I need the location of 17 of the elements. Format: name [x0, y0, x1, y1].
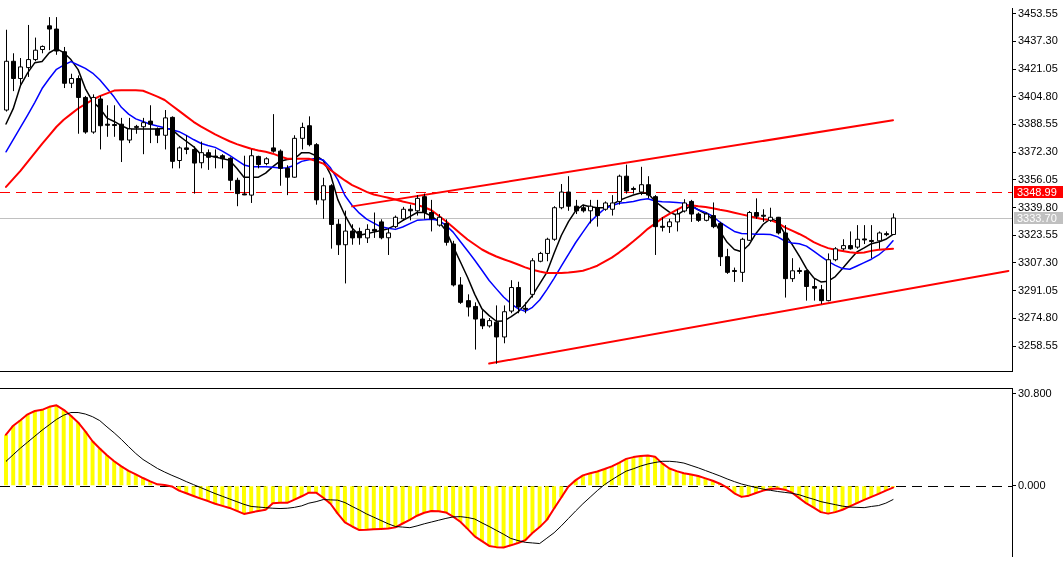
y-tick-label: 3388.55	[1018, 117, 1058, 130]
y-tick-label: 3356.05	[1018, 172, 1058, 185]
y-tick-label: 0.000	[1018, 478, 1046, 491]
y-tick-label: 3323.55	[1018, 228, 1058, 241]
y-tick-label: 3404.80	[1018, 89, 1058, 102]
ref-line-label: 3333.70	[1017, 211, 1057, 224]
y-tick-label: 3421.05	[1018, 62, 1058, 75]
ref-line-label: 3348.99	[1017, 185, 1057, 198]
y-tick-label: 3258.55	[1018, 339, 1058, 352]
y-tick-label: 3437.30	[1018, 34, 1058, 47]
y-tick-label: 3453.55	[1018, 6, 1058, 19]
y-tick-label: 30.800	[1018, 386, 1052, 399]
y-tick-label: 3291.05	[1018, 283, 1058, 296]
y-tick-label: 3372.30	[1018, 145, 1058, 158]
y-tick-label: 3339.80	[1018, 200, 1058, 213]
y-tick-label: 3274.80	[1018, 311, 1058, 324]
y-tick-label: 3307.30	[1018, 256, 1058, 268]
